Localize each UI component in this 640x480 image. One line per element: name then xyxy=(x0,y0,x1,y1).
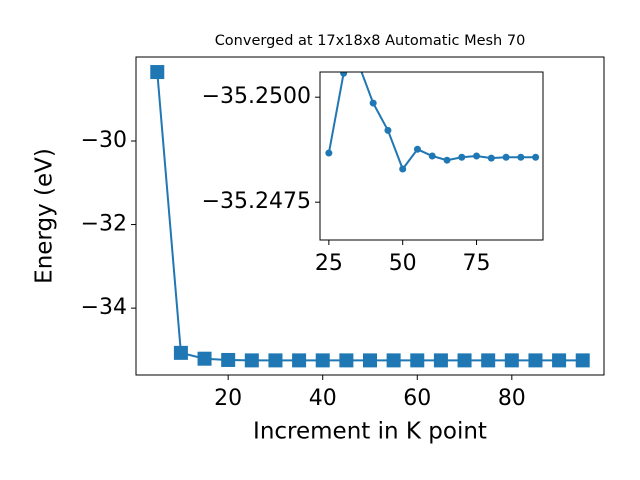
x-tick-label: 75 xyxy=(463,251,491,276)
data-marker xyxy=(458,153,466,161)
plot-content xyxy=(150,65,590,368)
data-marker xyxy=(339,353,354,368)
data-marker xyxy=(384,126,392,134)
data-marker xyxy=(340,72,348,77)
data-marker xyxy=(325,149,333,157)
data-marker xyxy=(413,145,421,153)
data-marker xyxy=(481,353,496,368)
data-marker xyxy=(517,153,525,161)
x-tick-label: 50 xyxy=(389,251,417,276)
data-marker xyxy=(292,353,307,368)
x-tick-label: 20 xyxy=(214,386,242,411)
plot-frame xyxy=(135,56,605,376)
y-tick-label: −34 xyxy=(81,295,127,320)
plot-frame xyxy=(319,71,544,241)
y-tick-label: −35.2475 xyxy=(202,189,311,214)
chart-title: Converged at 17x18x8 Automatic Mesh 70 xyxy=(215,33,526,49)
data-marker xyxy=(150,65,165,80)
x-tick-label: 60 xyxy=(403,386,431,411)
data-marker xyxy=(399,165,407,173)
data-marker xyxy=(575,353,590,368)
y-tick-label: −35.2500 xyxy=(202,84,311,109)
y-tick-label: −30 xyxy=(81,128,127,153)
x-tick-label: 25 xyxy=(315,251,343,276)
data-marker xyxy=(443,156,451,164)
data-marker xyxy=(363,353,377,368)
plot-content xyxy=(325,72,540,173)
y-tick-label: −32 xyxy=(81,212,127,237)
data-marker xyxy=(386,353,401,368)
data-marker xyxy=(487,154,495,162)
x-axis-label: Increment in K point xyxy=(253,419,487,445)
data-marker xyxy=(428,152,436,160)
data-marker xyxy=(410,353,425,368)
data-marker xyxy=(268,353,283,368)
data-marker xyxy=(473,152,481,160)
data-marker xyxy=(552,353,567,368)
data-marker xyxy=(532,153,540,161)
x-tick-label: 80 xyxy=(498,386,526,411)
data-marker xyxy=(221,352,236,367)
data-marker xyxy=(504,353,519,368)
data-marker xyxy=(197,351,212,366)
data-marker xyxy=(369,99,377,107)
data-marker xyxy=(502,153,510,161)
data-marker xyxy=(457,353,472,368)
y-axis-label: Energy (eV) xyxy=(32,148,58,284)
x-tick-label: 40 xyxy=(309,386,337,411)
data-marker xyxy=(173,345,188,360)
data-marker xyxy=(315,353,330,368)
data-marker xyxy=(244,353,259,368)
data-marker xyxy=(433,353,448,368)
data-marker xyxy=(528,353,543,368)
